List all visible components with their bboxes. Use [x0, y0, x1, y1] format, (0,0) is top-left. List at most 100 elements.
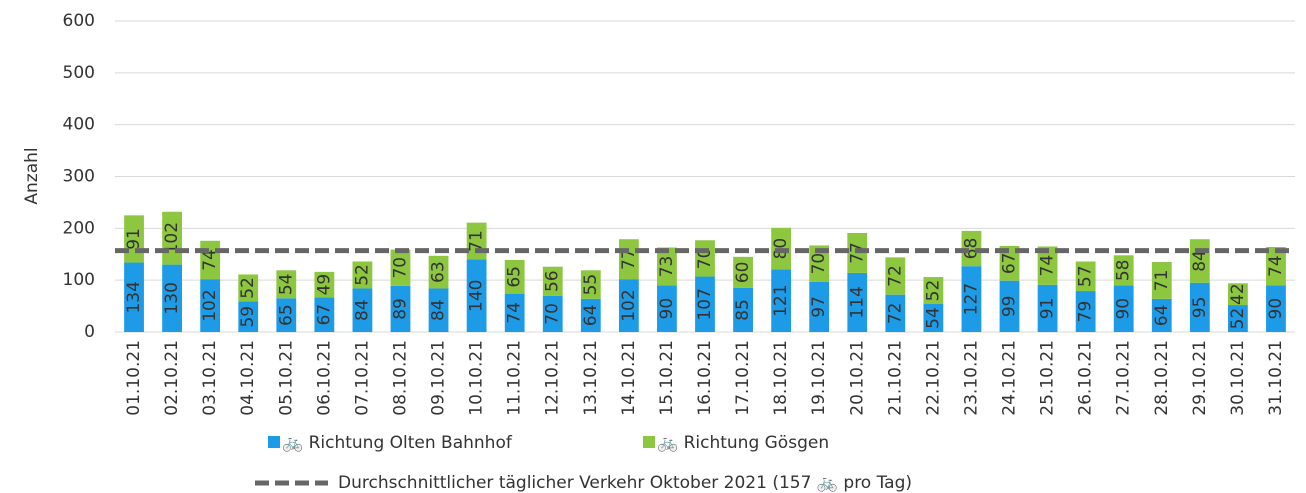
data-label: 74	[1266, 255, 1286, 277]
bar-segment	[695, 276, 715, 332]
data-label: 74	[505, 302, 525, 324]
bar-segment	[162, 264, 182, 332]
x-tick-label: 21.10.21	[885, 340, 905, 416]
bar-segment	[428, 288, 449, 332]
bar-segment	[504, 259, 525, 294]
x-tick-label: 14.10.21	[619, 340, 639, 416]
data-label: 102	[619, 289, 639, 321]
bar-segment	[580, 298, 601, 332]
x-tick-label: 18.10.21	[771, 340, 791, 416]
bar-segment	[1151, 298, 1172, 332]
data-label: 68	[961, 238, 981, 260]
data-label: 91	[1038, 298, 1058, 320]
data-label: 70	[390, 257, 410, 279]
bar-segment	[238, 274, 259, 302]
bar-segment	[390, 285, 411, 332]
bar-segment	[390, 249, 411, 286]
x-tick-label: 08.10.21	[390, 340, 410, 416]
data-label: 72	[885, 303, 905, 325]
bar-segment	[885, 294, 906, 332]
legend-average-label: Durchschnittlicher täglicher Verkehr Okt…	[338, 473, 912, 493]
bar-segment	[961, 230, 982, 267]
x-tick-label: 04.10.21	[238, 340, 258, 416]
data-label: 114	[847, 286, 867, 318]
data-label: 71	[1152, 270, 1172, 292]
data-label: 63	[429, 261, 449, 283]
data-label: 102	[162, 222, 182, 254]
data-label: 85	[733, 299, 753, 321]
bar-segment	[923, 304, 944, 332]
bar-segment	[657, 285, 677, 332]
x-tick-label: 24.10.21	[1000, 340, 1020, 416]
data-label: 77	[619, 248, 639, 270]
bar-segment	[314, 271, 335, 298]
bar-segment	[580, 270, 601, 299]
data-label: 54	[276, 273, 296, 295]
x-tick-label: 23.10.21	[961, 340, 981, 416]
data-label: 121	[771, 284, 791, 316]
bar-segment	[961, 266, 982, 332]
x-tick-label: 26.10.21	[1076, 340, 1096, 416]
data-label: 58	[1114, 259, 1134, 281]
data-label: 127	[961, 283, 981, 315]
x-tick-label: 12.10.21	[543, 340, 563, 416]
y-tick-label: 600	[63, 11, 95, 31]
data-label: 64	[1152, 305, 1172, 327]
x-tick-label: 13.10.21	[581, 340, 601, 416]
data-label: 70	[809, 253, 829, 275]
x-tick-label: 30.10.21	[1228, 340, 1248, 416]
bar-segment	[657, 247, 677, 286]
bar-segment	[238, 301, 259, 332]
data-label: 52	[352, 264, 372, 286]
data-label: 95	[1190, 297, 1210, 319]
bar-segment	[504, 293, 525, 332]
x-tick-label: 02.10.21	[162, 340, 182, 416]
data-label: 107	[695, 288, 715, 320]
y-tick-label: 500	[63, 63, 95, 83]
data-label: 130	[162, 282, 182, 314]
data-label: 99	[1000, 296, 1020, 318]
bar-segment	[923, 277, 944, 305]
bar-segment	[428, 255, 449, 289]
data-label: 60	[733, 262, 753, 284]
x-tick-label: 16.10.21	[695, 340, 715, 416]
data-label: 91	[124, 228, 144, 250]
bar-segment	[1189, 282, 1210, 332]
legend-label: 🚲 Richtung Gösgen	[657, 433, 829, 453]
data-label: 54	[923, 307, 943, 329]
y-tick-label: 200	[63, 218, 95, 238]
data-label: 49	[314, 274, 334, 296]
x-tick-label: 05.10.21	[276, 340, 296, 416]
data-label: 71	[467, 230, 487, 252]
data-label: 52	[238, 277, 258, 299]
bar-segment	[124, 262, 144, 332]
data-label: 72	[885, 265, 905, 287]
bar-segment	[618, 279, 639, 332]
bar-segment	[542, 295, 563, 332]
data-label: 84	[429, 299, 449, 321]
bar-segment	[1228, 283, 1248, 306]
x-tick-label: 07.10.21	[352, 340, 372, 416]
x-tick-label: 01.10.21	[124, 340, 144, 416]
data-label: 89	[390, 298, 410, 320]
y-axis-title: Anzahl	[22, 147, 42, 204]
legend-swatch	[643, 436, 655, 448]
data-label: 102	[200, 289, 220, 321]
x-tick-label: 06.10.21	[314, 340, 334, 416]
data-label: 90	[657, 298, 677, 320]
bar-segment	[352, 261, 373, 289]
data-label: 70	[543, 303, 563, 325]
bar-segment	[1151, 262, 1172, 299]
bar-segment	[200, 279, 221, 332]
data-label: 65	[505, 266, 525, 288]
bar-segment	[885, 257, 906, 295]
x-tick-label: 22.10.21	[923, 340, 943, 416]
x-tick-label: 20.10.21	[847, 340, 867, 416]
x-tick-label: 15.10.21	[657, 340, 677, 416]
x-tick-label: 10.10.21	[467, 340, 487, 416]
x-tick-label: 29.10.21	[1190, 340, 1210, 416]
data-label: 74	[200, 249, 220, 271]
bar-segment	[1113, 255, 1134, 286]
data-label: 90	[1114, 298, 1134, 320]
data-label: 55	[581, 274, 601, 296]
